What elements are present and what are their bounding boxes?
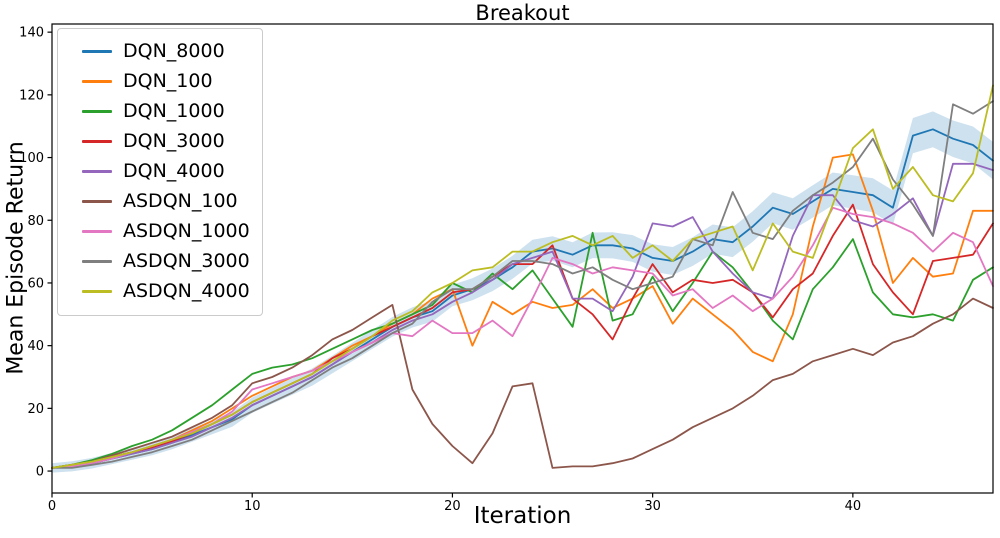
legend-item-label: DQN_8000 bbox=[123, 39, 225, 62]
x-tick-label: 20 bbox=[444, 499, 461, 514]
legend-item: DQN_1000 bbox=[82, 96, 256, 126]
y-tick-label: 100 bbox=[19, 151, 44, 166]
y-tick-label: 140 bbox=[19, 26, 44, 41]
confidence-band bbox=[52, 111, 993, 473]
legend-item: ASDQN_100 bbox=[82, 186, 256, 216]
legend-item-label: ASDQN_3000 bbox=[123, 249, 250, 272]
legend-item: DQN_4000 bbox=[82, 156, 256, 186]
legend-swatch bbox=[82, 109, 112, 113]
legend-item: ASDQN_4000 bbox=[82, 276, 256, 306]
x-tick-label: 40 bbox=[845, 499, 862, 514]
legend-item: DQN_8000 bbox=[82, 36, 256, 66]
legend-item-label: ASDQN_4000 bbox=[123, 279, 250, 302]
x-tick-label: 10 bbox=[244, 499, 261, 514]
legend-item-label: DQN_1000 bbox=[123, 99, 225, 122]
series-line-ASDQN_100 bbox=[51, 297, 994, 469]
y-tick-label: 120 bbox=[19, 88, 44, 103]
legend-item-label: ASDQN_100 bbox=[123, 189, 238, 212]
legend-item: DQN_3000 bbox=[82, 126, 256, 156]
legend-item-label: ASDQN_1000 bbox=[123, 219, 250, 242]
legend-swatch bbox=[82, 169, 112, 173]
legend-swatch bbox=[82, 79, 112, 83]
legend-item: ASDQN_1000 bbox=[82, 216, 256, 246]
chart-title: Breakout bbox=[475, 1, 570, 25]
legend-item-label: DQN_3000 bbox=[123, 129, 225, 152]
legend-item: ASDQN_3000 bbox=[82, 246, 256, 276]
legend-swatch bbox=[82, 229, 112, 233]
series-line-ASDQN_3000 bbox=[51, 100, 994, 469]
legend-item-label: DQN_100 bbox=[123, 69, 213, 92]
x-tick-label: 0 bbox=[48, 499, 56, 514]
legend-swatch bbox=[82, 139, 112, 143]
y-tick-label: 40 bbox=[27, 339, 44, 354]
y-tick-label: 0 bbox=[36, 465, 44, 480]
y-tick-label: 80 bbox=[27, 214, 44, 229]
y-tick-label: 60 bbox=[27, 276, 44, 291]
series-line-DQN_1000 bbox=[51, 231, 994, 469]
y-tick-label: 20 bbox=[27, 402, 44, 417]
legend-swatch bbox=[82, 259, 112, 263]
legend-item: DQN_100 bbox=[82, 66, 256, 96]
legend: DQN_8000 DQN_100 DQN_1000 DQN_3000 DQN_4000 A… bbox=[57, 28, 263, 316]
legend-item-label: DQN_4000 bbox=[123, 159, 225, 182]
y-axis-label: Mean Episode Return bbox=[3, 141, 29, 375]
series-line-ASDQN_4000 bbox=[51, 84, 994, 469]
plot-spines bbox=[51, 23, 994, 494]
x-axis-label: Iteration bbox=[473, 503, 572, 529]
legend-swatch bbox=[82, 199, 112, 203]
series-line-DQN_100 bbox=[51, 153, 994, 469]
legend-swatch bbox=[82, 49, 112, 53]
legend-swatch bbox=[82, 289, 112, 293]
x-tick-label: 30 bbox=[644, 499, 661, 514]
